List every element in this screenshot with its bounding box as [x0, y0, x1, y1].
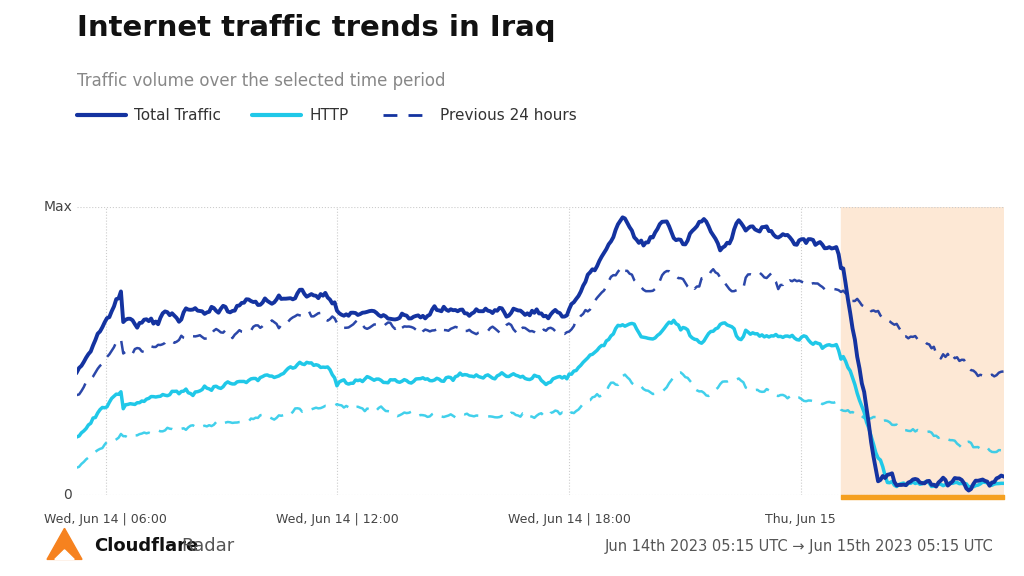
Text: Thu, Jun 15: Thu, Jun 15 — [765, 513, 837, 526]
Polygon shape — [54, 550, 74, 559]
Text: Previous 24 hours: Previous 24 hours — [440, 108, 578, 123]
Text: Radar: Radar — [181, 537, 234, 555]
Polygon shape — [47, 528, 82, 559]
Text: Total Traffic: Total Traffic — [134, 108, 221, 123]
Text: Wed, Jun 14 | 18:00: Wed, Jun 14 | 18:00 — [508, 513, 631, 526]
Text: Jun 14th 2023 05:15 UTC → Jun 15th 2023 05:15 UTC: Jun 14th 2023 05:15 UTC → Jun 15th 2023 … — [604, 539, 993, 554]
Text: HTTP: HTTP — [309, 108, 348, 123]
Text: Max: Max — [43, 200, 72, 214]
Text: Wed, Jun 14 | 06:00: Wed, Jun 14 | 06:00 — [44, 513, 167, 526]
Text: Traffic volume over the selected time period: Traffic volume over the selected time pe… — [77, 72, 445, 90]
Text: Cloudflare: Cloudflare — [94, 537, 199, 555]
Text: Wed, Jun 14 | 12:00: Wed, Jun 14 | 12:00 — [276, 513, 398, 526]
Text: 0: 0 — [63, 488, 72, 502]
Bar — [842, 207, 1004, 495]
Text: Internet traffic trends in Iraq: Internet traffic trends in Iraq — [77, 14, 555, 43]
